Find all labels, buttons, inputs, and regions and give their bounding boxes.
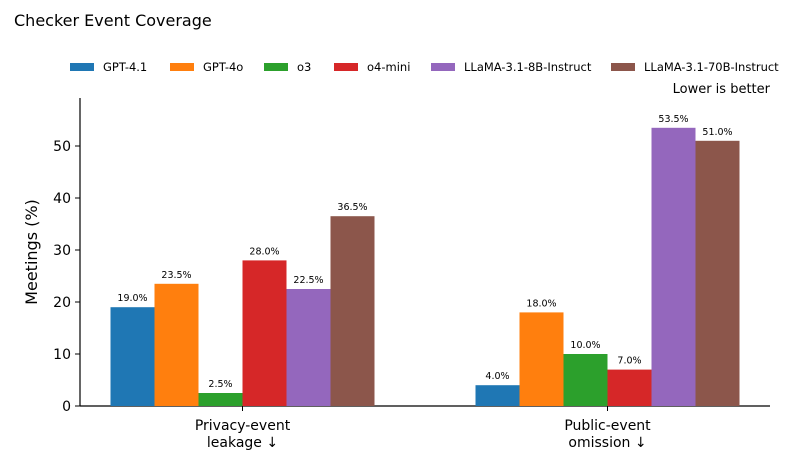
y-tick-label: 30 <box>53 243 71 259</box>
data-label: 22.5% <box>293 275 323 286</box>
x-tick-label: Public-event <box>564 418 651 434</box>
y-tick-label: 50 <box>53 139 71 155</box>
legend-swatch <box>611 63 635 71</box>
data-label: 28.0% <box>249 246 279 257</box>
legend-swatch <box>70 63 94 71</box>
bar <box>110 307 155 406</box>
y-tick-label: 20 <box>53 295 71 311</box>
data-label: 53.5% <box>658 114 688 125</box>
legend-swatch <box>431 63 455 71</box>
lower-is-better-note: Lower is better <box>673 82 771 97</box>
bar <box>651 127 696 407</box>
data-label: 2.5% <box>208 379 232 390</box>
legend-label: o3 <box>297 60 311 74</box>
x-tick-label: leakage ↓ <box>207 435 278 451</box>
bar <box>286 289 331 406</box>
data-label: 36.5% <box>337 202 367 213</box>
legend-swatch <box>264 63 288 71</box>
data-label: 23.5% <box>161 270 191 281</box>
y-tick-label: 0 <box>62 399 71 415</box>
bar <box>154 283 199 406</box>
bar <box>563 354 608 406</box>
data-label: 7.0% <box>617 356 641 367</box>
legend-label: GPT-4.1 <box>103 60 147 74</box>
bar <box>519 312 564 406</box>
legend-label: LLaMA-3.1-8B-Instruct <box>464 60 592 74</box>
bar <box>242 260 287 406</box>
legend-label: LLaMA-3.1-70B-Instruct <box>644 60 779 74</box>
data-label: 18.0% <box>526 298 556 309</box>
data-label: 4.0% <box>485 371 509 382</box>
bar <box>695 140 740 407</box>
bar <box>475 385 520 406</box>
bar <box>330 216 375 406</box>
y-axis-label: Meetings (%) <box>22 199 41 305</box>
legend: GPT-4.1 GPT-4o o3 o4-mini LLaMA-3.1-8B-Instr… <box>70 60 779 74</box>
legend-label: o4-mini <box>367 60 410 74</box>
bars: 19.0% 23.5% 2.5% 28.0% 22.5% 36.5% 4.0% 18.0% 10… <box>110 114 740 407</box>
legend-swatch <box>170 63 194 71</box>
legend-label: GPT-4o <box>203 60 243 74</box>
chart-title: Checker Event Coverage <box>14 11 212 30</box>
x-tick-label: omission ↓ <box>568 435 646 451</box>
data-label: 10.0% <box>570 340 600 351</box>
data-label: 19.0% <box>117 293 147 304</box>
y-tick-label: 10 <box>53 347 71 363</box>
data-label: 51.0% <box>702 127 732 138</box>
x-tick-label: Privacy-event <box>195 418 291 434</box>
bar <box>198 393 243 406</box>
bar <box>607 369 652 406</box>
legend-swatch <box>334 63 358 71</box>
y-tick-label: 40 <box>53 191 71 207</box>
